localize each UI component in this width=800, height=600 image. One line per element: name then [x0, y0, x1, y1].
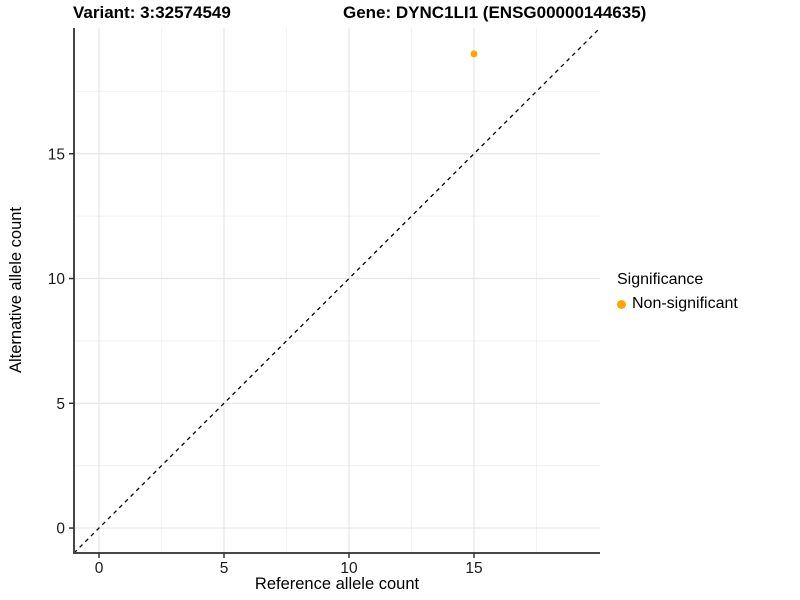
x-axis-ticks: 0 5 10 15 [95, 553, 483, 577]
legend-key-dot [617, 299, 626, 309]
legend-item-label: Non-significant [632, 295, 738, 312]
x-tick-label: 0 [95, 560, 104, 577]
x-tick-label: 10 [340, 560, 358, 577]
y-axis-title: Alternative allele count [7, 207, 25, 373]
legend-item: Non-significant [617, 295, 738, 313]
x-axis-title: Reference allele count [255, 575, 420, 593]
scatter-point [470, 50, 478, 58]
y-tick-label: 0 [56, 521, 65, 538]
gridlines-major [74, 28, 600, 553]
y-tick-label: 15 [48, 146, 65, 163]
y-tick-label: 5 [56, 396, 65, 413]
gene-title: Gene: DYNC1LI1 (ENSG00000144635) [343, 3, 647, 22]
data-points [470, 50, 478, 58]
variant-title: Variant: 3:32574549 [73, 3, 231, 22]
identity-reference-line [73, 27, 601, 554]
x-tick-label: 5 [220, 560, 229, 577]
y-tick-label: 10 [48, 271, 66, 288]
x-tick-label: 15 [465, 560, 482, 577]
y-axis-ticks: 0 5 10 15 [48, 146, 74, 538]
legend-title: Significance [617, 271, 704, 288]
legend: Significance Non-significant [617, 271, 738, 313]
